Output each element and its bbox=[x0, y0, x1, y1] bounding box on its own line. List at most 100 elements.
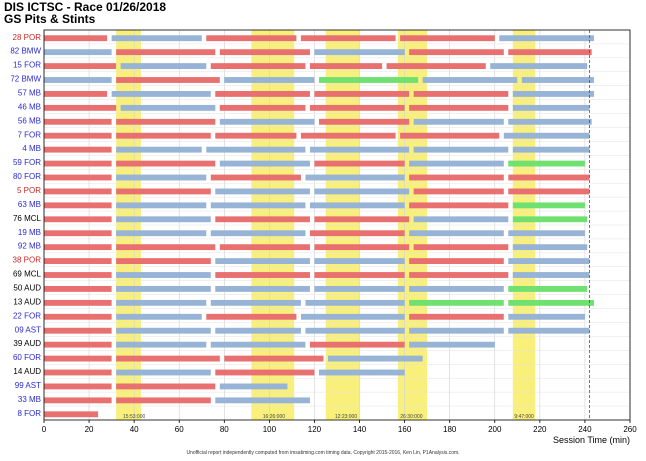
car-label: 69 MCL bbox=[13, 270, 42, 279]
caution-time-label: 16:26:000 bbox=[263, 414, 285, 420]
stint-bar bbox=[44, 355, 112, 362]
stint-bar bbox=[400, 35, 495, 42]
stint-bar bbox=[116, 397, 211, 404]
stint-bar bbox=[210, 341, 306, 348]
stint-bar bbox=[314, 258, 405, 264]
stint-bar bbox=[224, 77, 315, 83]
stint-bar bbox=[409, 313, 504, 320]
stint-bar bbox=[413, 146, 509, 153]
stint-bar bbox=[116, 49, 216, 56]
car-label: 82 BMW bbox=[10, 47, 41, 56]
car-label: 5 POR bbox=[17, 186, 41, 195]
stint-bar bbox=[305, 299, 405, 306]
stint-bar bbox=[409, 174, 504, 181]
x-tick-label: 100 bbox=[263, 425, 277, 434]
stint-bar bbox=[314, 49, 405, 56]
x-tick-label: 80 bbox=[220, 425, 229, 434]
stint-bar bbox=[386, 63, 486, 69]
stint-bar bbox=[314, 160, 405, 167]
x-axis-label: Session Time (min) bbox=[553, 435, 630, 445]
car-label: 76 MCL bbox=[13, 214, 42, 223]
stint-bar bbox=[210, 230, 306, 237]
stint-bar bbox=[120, 104, 216, 111]
stint-bar bbox=[210, 202, 306, 209]
stint-bar bbox=[300, 313, 405, 320]
x-tick-label: 20 bbox=[85, 425, 94, 434]
stint-bar bbox=[309, 202, 405, 209]
car-label: 60 FOR bbox=[13, 353, 41, 362]
stint-bar bbox=[413, 216, 509, 223]
stint-bar bbox=[300, 35, 396, 42]
stint-bar bbox=[409, 230, 504, 237]
stint-bar bbox=[116, 77, 220, 83]
stint-bar bbox=[111, 91, 211, 97]
stint-bar bbox=[116, 383, 216, 390]
stint-bar bbox=[219, 160, 310, 167]
caution-time-label: 26:30:000 bbox=[400, 414, 422, 420]
stint-bar bbox=[116, 272, 211, 278]
stint-bar bbox=[206, 146, 306, 153]
chart-footer: Unofficial report independently computed… bbox=[186, 450, 460, 456]
stint-bar bbox=[215, 327, 301, 334]
stint-bar bbox=[44, 63, 117, 69]
stint-bar bbox=[318, 369, 405, 376]
stint-bar bbox=[413, 188, 504, 195]
stint-bar bbox=[219, 49, 310, 56]
stint-bar bbox=[111, 35, 202, 42]
stint-bar bbox=[116, 286, 211, 292]
stint-bar bbox=[44, 383, 112, 390]
car-label: 4 MB bbox=[22, 144, 41, 153]
x-tick-label: 220 bbox=[533, 425, 547, 434]
stint-bar bbox=[309, 146, 410, 153]
stint-bar bbox=[44, 272, 112, 278]
stint-bar bbox=[44, 299, 112, 306]
stint-bar bbox=[309, 104, 405, 111]
car-label: 39 AUD bbox=[13, 339, 41, 348]
stint-bar bbox=[309, 230, 405, 237]
stint-bar bbox=[508, 49, 592, 56]
stint-bar bbox=[314, 188, 410, 195]
stint-bar bbox=[503, 132, 590, 139]
stint-bar bbox=[314, 244, 410, 251]
car-label: 38 POR bbox=[13, 256, 42, 265]
stint-bar bbox=[215, 369, 315, 376]
car-label: 7 FOR bbox=[17, 130, 41, 139]
stint-bar bbox=[309, 341, 405, 348]
car-label: 63 MB bbox=[18, 200, 41, 209]
x-tick-label: 0 bbox=[42, 425, 47, 434]
stint-bar bbox=[44, 397, 112, 404]
x-tick-label: 180 bbox=[443, 425, 457, 434]
stint-bar bbox=[512, 146, 590, 153]
car-label: 92 MB bbox=[18, 242, 41, 251]
car-label: 22 FOR bbox=[13, 311, 41, 320]
stint-bar bbox=[116, 369, 211, 376]
stint-bar bbox=[210, 299, 301, 306]
stint-bar bbox=[215, 188, 310, 195]
x-tick-label: 60 bbox=[175, 425, 184, 434]
stint-bar bbox=[215, 132, 297, 139]
stint-bar bbox=[44, 258, 112, 264]
x-tick-label: 240 bbox=[578, 425, 592, 434]
stint-bar bbox=[512, 91, 594, 97]
stint-bar bbox=[409, 160, 504, 167]
stint-bar bbox=[422, 77, 518, 83]
car-label: 09 AST bbox=[15, 325, 41, 334]
stint-bar bbox=[116, 132, 211, 139]
stint-bar bbox=[44, 216, 112, 223]
caution-time-label: 12:23:000 bbox=[335, 414, 357, 420]
stint-bar bbox=[508, 258, 590, 264]
stint-bar bbox=[305, 174, 405, 181]
stint-bar bbox=[44, 132, 112, 139]
car-label: 14 AUD bbox=[13, 367, 41, 376]
stint-bar bbox=[120, 63, 207, 69]
car-label: 72 BMW bbox=[10, 75, 41, 84]
stint-bar bbox=[44, 369, 112, 376]
stint-bar bbox=[44, 49, 112, 56]
plot-frame bbox=[43, 29, 631, 421]
stint-bar bbox=[409, 286, 504, 292]
stint-bar bbox=[219, 244, 310, 251]
stint-bar bbox=[116, 341, 207, 348]
stint-bar bbox=[219, 383, 288, 390]
car-label: 50 AUD bbox=[13, 283, 41, 292]
stint-bar bbox=[314, 286, 405, 292]
